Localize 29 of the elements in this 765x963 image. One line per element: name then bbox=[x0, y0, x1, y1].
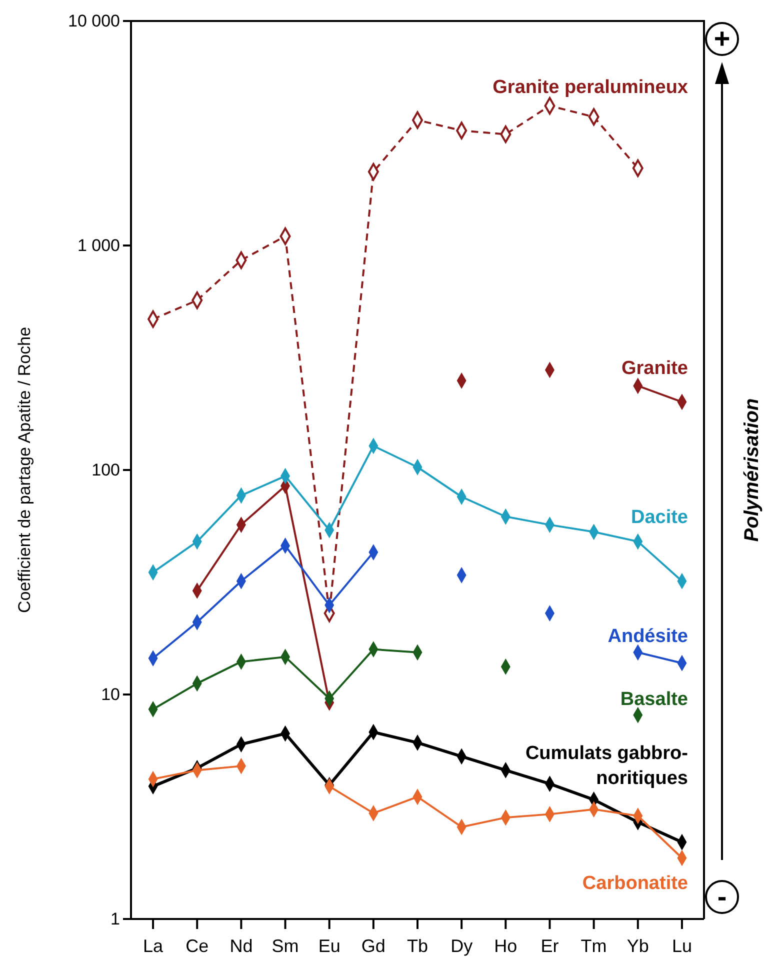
x-tick-label: Tm bbox=[580, 936, 607, 956]
series-label: Cumulats gabbro-noritiques bbox=[525, 743, 688, 789]
x-tick-label: Yb bbox=[626, 936, 649, 956]
series-label: Carbonatite bbox=[582, 873, 688, 894]
y-tick-label: 100 bbox=[92, 460, 120, 480]
series-label: Granite peralumineux bbox=[492, 77, 688, 98]
x-tick-label: Tb bbox=[406, 936, 428, 956]
series-label: Dacite bbox=[630, 507, 688, 528]
x-tick-label: Ho bbox=[494, 936, 518, 956]
y-tick-label: 10 000 bbox=[68, 11, 120, 30]
x-tick-label: Lu bbox=[672, 936, 692, 956]
x-tick-label: Gd bbox=[361, 936, 386, 956]
x-tick-label: Ce bbox=[186, 936, 209, 956]
x-tick-label: Dy bbox=[450, 936, 473, 956]
text: Polymérisation bbox=[741, 398, 763, 542]
x-tick-label: Eu bbox=[318, 936, 340, 956]
series-label: Andésite bbox=[608, 626, 688, 647]
x-tick-label: Sm bbox=[272, 936, 299, 956]
series-label: Granite bbox=[621, 358, 688, 379]
x-tick-label: La bbox=[143, 936, 164, 956]
y-tick-label: 1 000 bbox=[77, 236, 120, 255]
x-tick-label: Er bbox=[540, 936, 559, 956]
x-tick-label: Nd bbox=[230, 936, 253, 956]
y-tick-label: 1 bbox=[110, 909, 120, 928]
y-axis-title: Coefficient de partage Apatite / Roche bbox=[15, 326, 34, 614]
text: - bbox=[717, 881, 727, 912]
series-label: Basalte bbox=[620, 689, 688, 710]
y-tick-label: 10 bbox=[101, 684, 120, 704]
text: + bbox=[714, 23, 730, 54]
